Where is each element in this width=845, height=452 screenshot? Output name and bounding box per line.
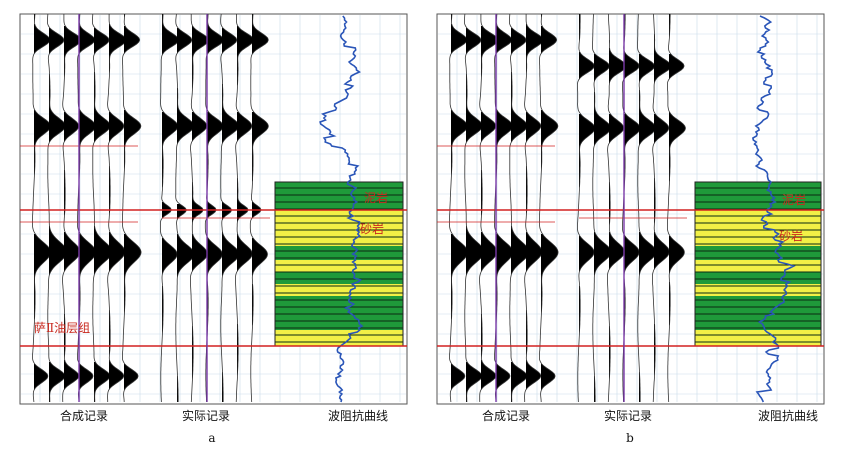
actual-trace xyxy=(576,14,596,403)
actual-trace xyxy=(175,13,195,402)
synthetic-trace xyxy=(92,13,113,402)
sandstone-layer xyxy=(275,260,403,272)
actual-wavelet-fill xyxy=(594,54,612,402)
panel-a-sandstone-label: 砂岩 xyxy=(360,221,384,236)
actual-trace xyxy=(591,13,612,402)
panel-b-caption: b xyxy=(626,431,634,445)
actual-wavelet-fill xyxy=(654,34,672,376)
synthetic-trace xyxy=(538,13,559,403)
actual-trace xyxy=(235,14,255,403)
mudstone-layer xyxy=(695,296,821,330)
actual-wavelet-fill xyxy=(222,28,240,402)
mudstone-layer xyxy=(275,272,403,284)
impedance-curve-line xyxy=(752,15,796,403)
panel-a-lithology-column xyxy=(274,181,404,347)
panel-a-synthetic-label: 合成记录 xyxy=(60,408,108,423)
sandstone-layer xyxy=(695,330,821,346)
panel-a-actual-label: 实际记录 xyxy=(182,408,230,423)
mudstone-layer xyxy=(275,182,403,210)
actual-trace xyxy=(190,14,210,403)
actual-wavelet-fill xyxy=(624,14,641,330)
panel-a-impedance-label: 波阻抗曲线 xyxy=(328,408,388,423)
actual-trace xyxy=(607,13,627,403)
synthetic-trace xyxy=(449,13,469,403)
panel-a-actual-traces xyxy=(160,13,269,403)
actual-wavelet-fill xyxy=(669,14,686,326)
synthetic-trace xyxy=(47,13,68,403)
synthetic-trace xyxy=(524,14,544,402)
panel-b-actual-traces xyxy=(576,13,686,403)
actual-trace xyxy=(220,13,240,402)
synthetic-trace xyxy=(121,13,142,403)
actual-trace xyxy=(652,13,672,403)
panel-a-caption: a xyxy=(208,431,215,445)
synthetic-trace xyxy=(464,13,485,403)
actual-trace xyxy=(249,13,269,403)
actual-trace xyxy=(637,14,657,402)
panel-a-synthetic-traces xyxy=(32,13,142,403)
panel-b-impedance-label: 波阻抗曲线 xyxy=(758,408,818,423)
actual-wavelet-fill xyxy=(207,14,224,330)
mudstone-layer xyxy=(275,296,403,330)
sandstone-layer xyxy=(695,260,821,272)
actual-wavelet-fill xyxy=(609,40,627,380)
panel-b-synthetic-traces xyxy=(449,13,559,403)
synthetic-trace xyxy=(479,14,499,403)
synthetic-trace xyxy=(509,13,530,402)
mudstone-layer xyxy=(695,182,821,210)
panel-a-mudstone-label: 泥岩 xyxy=(364,190,388,205)
synthetic-trace xyxy=(32,13,52,403)
synthetic-trace xyxy=(62,14,82,403)
impedance-curve-line xyxy=(319,15,364,403)
actual-wavelet-fill xyxy=(639,54,657,402)
panel-a-horizons xyxy=(20,14,407,402)
actual-wavelet-fill xyxy=(252,14,269,326)
panel-b-synthetic-label: 合成记录 xyxy=(482,408,530,423)
mudstone-layer xyxy=(695,272,821,284)
synthetic-wavelet-fill xyxy=(64,26,82,390)
panel-b-lithology-column xyxy=(694,181,822,347)
panel-a-formation-label: 萨Ⅱ油层组 xyxy=(34,321,90,335)
panel-b-impedance-curve xyxy=(752,15,796,403)
synthetic-trace xyxy=(107,14,127,402)
mudstone-layer xyxy=(695,246,821,260)
actual-trace xyxy=(160,13,180,403)
panel-a-impedance-curve xyxy=(319,15,364,403)
panel-b-sandstone-label: 砂岩 xyxy=(779,228,803,243)
sandstone-layer xyxy=(275,330,403,346)
mudstone-layer xyxy=(275,246,403,260)
panel-b-horizons xyxy=(437,14,824,402)
actual-wavelet-fill xyxy=(162,14,179,334)
actual-wavelet-fill xyxy=(177,28,195,402)
actual-wavelet-fill xyxy=(579,14,596,334)
panel-b-actual-label: 实际记录 xyxy=(604,408,652,423)
actual-trace xyxy=(667,14,686,403)
synthetic-wavelet-fill xyxy=(481,26,499,390)
panel-b-mudstone-label: 泥岩 xyxy=(782,192,806,207)
